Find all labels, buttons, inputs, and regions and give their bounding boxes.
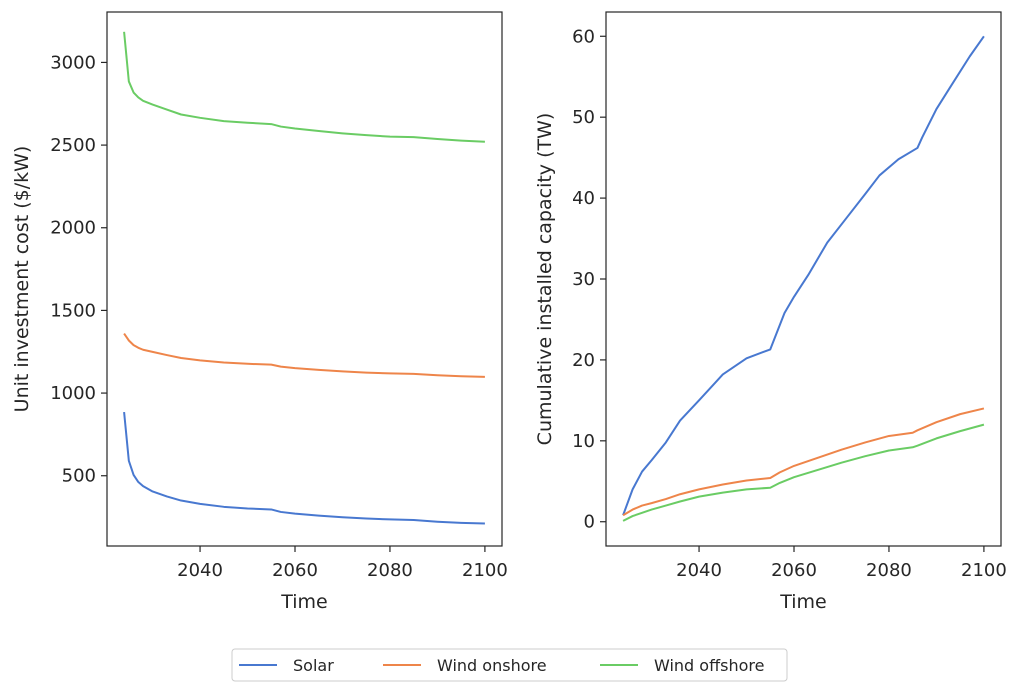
- right-x-tick-label: 2100: [961, 560, 1007, 581]
- left-x-tick-label: 2060: [272, 560, 318, 581]
- right-ticks-layer: 2040 2060 2080 2100 0 10 20 30 40 50 60: [572, 26, 1007, 581]
- left-x-tick-label: 2040: [177, 560, 223, 581]
- right-x-tick-label: 2080: [866, 560, 912, 581]
- right-series-line-wind-onshore: [622, 407, 985, 517]
- left-series-layer: [123, 31, 485, 525]
- legend-label-wind-offshore: Wind offshore: [654, 656, 764, 675]
- right-y-tick-label: 20: [572, 350, 595, 371]
- right-y-tick-label: 40: [572, 188, 595, 209]
- left-ticks-layer: 2040 2060 2080 2100 500 1000 1500 2000 2500 3000: [50, 52, 508, 581]
- left-x-tick-label: 2080: [367, 560, 413, 581]
- left-y-tick-label: 3000: [50, 52, 96, 73]
- left-chart-panel: 2040 2060 2080 210050010001500200025003000 …: [11, 11, 508, 613]
- legend-label-solar: Solar: [293, 656, 334, 675]
- right-y-tick-label: 10: [572, 431, 595, 452]
- right-series-line-solar: [622, 35, 985, 516]
- left-series-line-solar: [123, 411, 485, 525]
- right-series-layer: [622, 35, 985, 522]
- right-x-tick-label: 2060: [771, 560, 817, 581]
- left-series-line-wind-offshore: [123, 31, 485, 143]
- right-y-tick-label: 50: [572, 107, 595, 128]
- left-y-axis-label: Unit investment cost ($/kW): [11, 146, 33, 413]
- legend-label-wind-onshore: Wind onshore: [437, 656, 547, 675]
- legend-box: [231, 648, 788, 682]
- left-y-tick-label: 2500: [50, 135, 96, 156]
- right-chart-panel: 2040 2060 2080 2100 0 10 20 30 40 50 60 Time Cumul…: [534, 11, 1007, 613]
- right-y-tick-label: 0: [584, 512, 595, 533]
- left-y-tick-label: 500: [62, 466, 96, 487]
- right-y-axis-label: Cumulative installed capacity (TW): [534, 113, 556, 446]
- left-y-tick-label: 1000: [50, 383, 96, 404]
- left-y-tick-label: 2000: [50, 218, 96, 239]
- left-y-tick-label: 1500: [50, 300, 96, 321]
- right-series-line-wind-offshore: [622, 423, 985, 522]
- left-x-tick-label: 2100: [462, 560, 508, 581]
- left-x-axis-label: Time: [280, 591, 328, 613]
- right-x-tick-label: 2040: [676, 560, 722, 581]
- right-y-tick-label: 30: [572, 269, 595, 290]
- left-plot-frame: [106, 11, 503, 547]
- legend: Solar Wind onshore Wind offshore: [231, 648, 788, 682]
- right-x-axis-label: Time: [779, 591, 827, 613]
- right-y-tick-label: 60: [572, 26, 595, 47]
- left-series-line-wind-onshore: [123, 332, 485, 378]
